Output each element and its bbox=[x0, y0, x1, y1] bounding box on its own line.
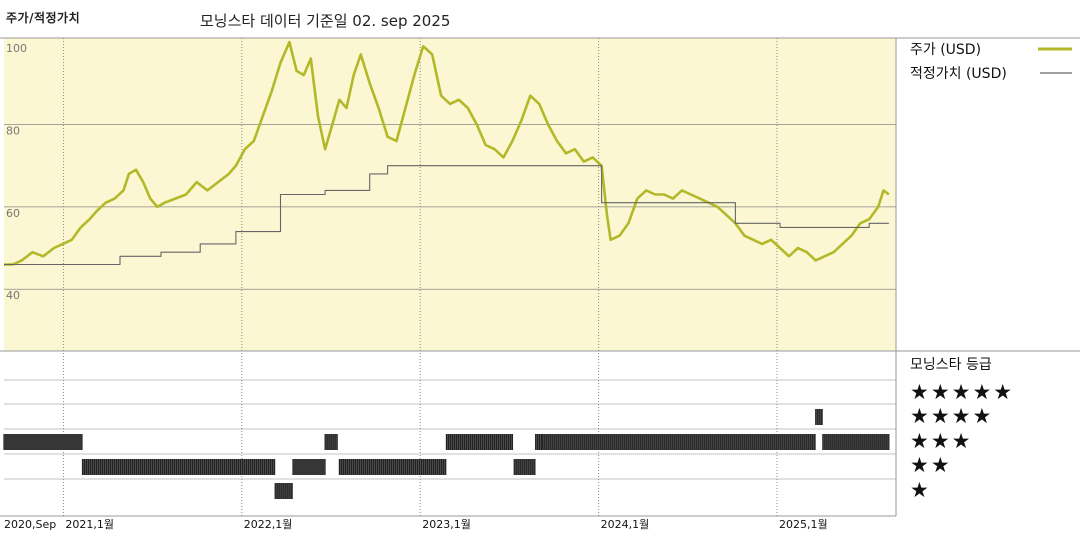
grid-lines bbox=[4, 38, 896, 516]
x-tick-label: 2024,1월 bbox=[601, 518, 650, 531]
rating-segment bbox=[274, 483, 294, 499]
x-tick-label: 2023,1월 bbox=[422, 518, 471, 531]
legend-price-label: 주가 (USD) bbox=[910, 42, 981, 58]
rating-4-stars: ★★★★ bbox=[910, 404, 993, 428]
rating-segment bbox=[815, 409, 823, 425]
x-tick-label: 2021,1월 bbox=[65, 518, 114, 531]
rating-segment bbox=[542, 434, 816, 450]
rating-segment bbox=[513, 459, 536, 475]
rating-legend: 모닝스타 등급 ★★★★★ ★★★★ ★★★ ★★ ★ bbox=[910, 357, 1014, 502]
rating-5-stars: ★★★★★ bbox=[910, 380, 1014, 404]
price-line bbox=[4, 40, 890, 266]
chart-main-title: 모닝스타 데이터 기준일 02. sep 2025 bbox=[200, 12, 451, 30]
rating-bars bbox=[3, 409, 890, 499]
rating-segment bbox=[3, 434, 83, 450]
x-tick-label: 2020,Sep bbox=[4, 518, 56, 531]
rating-3-stars: ★★★ bbox=[910, 429, 972, 453]
rating-segment bbox=[324, 434, 338, 450]
rating-title: 모닝스타 등급 bbox=[910, 357, 992, 373]
rating-segment bbox=[822, 434, 890, 450]
chart-left-title: 주가/적정가치 bbox=[6, 11, 81, 25]
x-tick-label: 2022,1월 bbox=[244, 518, 293, 531]
y-tick-label: 60 bbox=[6, 207, 20, 220]
legend-fair-label: 적정가치 (USD) bbox=[910, 66, 1007, 82]
fair-line bbox=[4, 165, 889, 266]
rating-segment bbox=[338, 459, 447, 475]
x-tick-labels: 2020,Sep 2021,1월 2022,1월 2023,1월 2024,1월 2025… bbox=[4, 518, 828, 531]
y-tick-label: 80 bbox=[6, 124, 20, 137]
series-lines bbox=[4, 40, 890, 266]
x-tick-label: 2025,1월 bbox=[779, 518, 828, 531]
rating-segment bbox=[292, 459, 326, 475]
rating-2-stars: ★★ bbox=[910, 453, 952, 477]
rating-segment bbox=[445, 434, 514, 450]
y-tick-label: 40 bbox=[6, 289, 20, 302]
rating-1-star: ★ bbox=[910, 478, 931, 502]
y-tick-label: 100 bbox=[6, 42, 27, 55]
rating-segment bbox=[81, 459, 276, 475]
price-panel-background bbox=[4, 38, 896, 351]
legend: 주가 (USD) 적정가치 (USD) bbox=[910, 42, 1072, 82]
rating-segment bbox=[535, 434, 543, 450]
y-tick-labels: 100 80 60 40 bbox=[6, 42, 27, 302]
